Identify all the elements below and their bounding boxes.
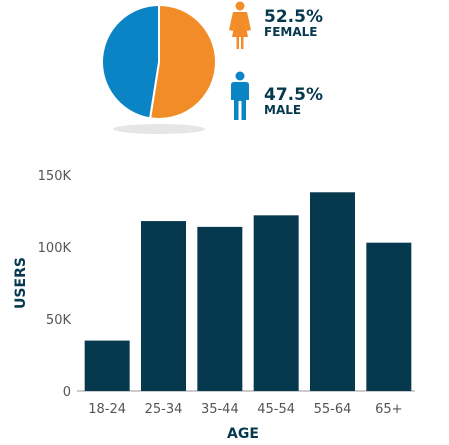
legend-value-female: 52.5% — [264, 7, 323, 27]
y-tick-label: 0 — [63, 385, 71, 400]
x-axis-title: AGE — [227, 426, 259, 442]
x-tick-label: 55-64 — [314, 402, 352, 417]
x-tick-label: 65+ — [375, 402, 402, 417]
legend-label-male: MALE — [264, 103, 301, 117]
bar-65+ — [366, 242, 412, 391]
bar-55-64 — [310, 192, 355, 391]
y-axis-title: USERS — [13, 257, 29, 309]
y-tick-label: 50K — [46, 313, 72, 328]
gender-legend: 52.5%FEMALE 47.5%MALE — [229, 1, 323, 120]
pie-slice-male — [101, 3, 160, 120]
bar-35-44 — [197, 226, 243, 391]
x-tick-label: 35-44 — [201, 402, 239, 417]
bar-25-34 — [141, 221, 186, 391]
male-person-icon — [231, 71, 249, 120]
bar-45-54 — [253, 215, 299, 391]
gender-pie-chart — [101, 3, 217, 134]
female-person-icon — [229, 1, 251, 49]
y-tick-label: 100K — [38, 241, 72, 256]
y-tick-label: 150K — [38, 169, 72, 184]
x-tick-label: 45-54 — [257, 402, 295, 417]
legend-label-female: FEMALE — [264, 25, 317, 39]
legend-value-male: 47.5% — [264, 85, 323, 105]
pie-shadow — [113, 124, 205, 134]
bar-18-24 — [84, 340, 130, 391]
pie-slice-female — [148, 3, 217, 120]
age-bar-chart: 0 50K 100K 150K 18-24 25-34 35-44 45-54 55-64 65+… — [13, 169, 415, 442]
x-tick-label: 25-34 — [145, 402, 183, 417]
x-tick-label: 18-24 — [88, 402, 126, 417]
